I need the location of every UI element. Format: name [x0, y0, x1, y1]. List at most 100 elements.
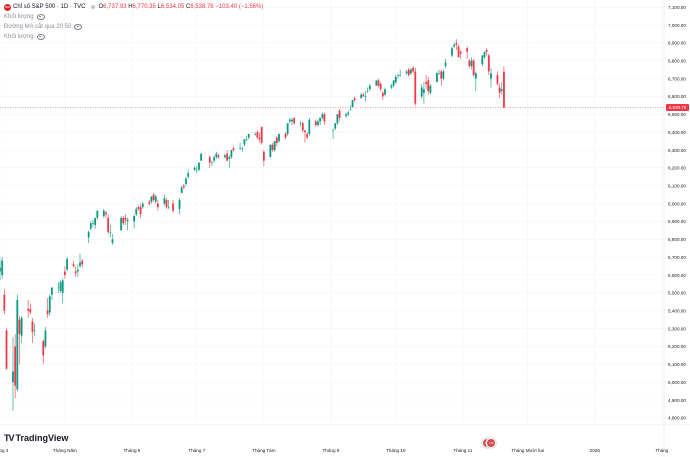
candle-body [457, 46, 460, 58]
candle-body [319, 117, 322, 122]
candle-body [226, 153, 229, 161]
sp500-logo-icon: 500 [4, 3, 11, 11]
candle-body [185, 178, 187, 184]
candle-body [254, 133, 257, 135]
y-tick-label: 6,600.00 [668, 94, 686, 99]
candle-body [215, 153, 218, 158]
candle-body [260, 126, 263, 143]
us-flag-event-icon[interactable]: US [486, 438, 497, 448]
candle-body [490, 73, 492, 79]
candle-body [366, 91, 369, 92]
market-status-icon [91, 5, 96, 9]
y-tick-label: 7,100.00 [668, 5, 686, 10]
y-tick-label: 6,100.00 [668, 184, 686, 189]
candle-body [245, 139, 248, 140]
candle-body [74, 271, 77, 274]
candle-body [496, 75, 499, 84]
candle-body [405, 71, 408, 74]
candle-body [284, 133, 287, 138]
candle-body [390, 85, 393, 88]
candle-body [154, 196, 157, 202]
candle-body [466, 48, 469, 52]
candle-body [107, 217, 110, 233]
candle-body [258, 137, 261, 140]
candle-body [291, 119, 293, 122]
candle-body [399, 75, 402, 76]
candle-body [498, 87, 501, 93]
candle-body [200, 153, 203, 161]
candle-body [141, 203, 144, 208]
candle-body [198, 162, 200, 170]
tradingview-logo[interactable]: TV TradingView [4, 433, 68, 443]
candle-body [76, 269, 79, 272]
candle-body [420, 87, 423, 97]
candle-body [148, 201, 151, 204]
candle-body [1, 260, 4, 275]
x-tick-label: Tháng 4 [0, 448, 9, 453]
indicator-volume-2[interactable]: Khối lượng [4, 32, 263, 42]
candle-body [20, 317, 23, 336]
candle-body [228, 157, 231, 159]
candle-body [224, 155, 226, 158]
candle-body [139, 207, 142, 215]
candle-body [353, 98, 356, 100]
candle-body [33, 330, 36, 331]
candle-body [323, 114, 326, 122]
candle-body [332, 130, 334, 131]
candle-body [51, 287, 53, 295]
candle-body [230, 150, 233, 158]
low-value: 6,534.05 [160, 4, 185, 10]
candle-body [500, 89, 503, 92]
candle-body [394, 76, 397, 83]
y-tick-label: 6,000.00 [668, 201, 686, 206]
candle-body [317, 121, 319, 125]
candle-body [444, 62, 447, 67]
candle-body [423, 89, 425, 93]
indicator-ma-cross[interactable]: Đường MA cắt qua 20 50 [4, 22, 263, 32]
candle-body [152, 194, 155, 200]
candle-body [172, 203, 174, 211]
tradingview-wordmark: TradingView [15, 433, 69, 443]
candle-body [301, 123, 304, 131]
visibility-eye-icon[interactable] [74, 24, 83, 30]
candle-body [273, 141, 276, 150]
candle-body [18, 319, 21, 334]
visibility-eye-icon[interactable] [36, 14, 45, 20]
candle-body [66, 258, 68, 270]
candle-body [336, 114, 339, 124]
candle-body [105, 212, 107, 215]
legend-symbol-row[interactable]: 500 Chỉ số S&P 500 · 1D · TVC O6,737.93 … [4, 2, 263, 12]
candle-body [429, 85, 432, 93]
candle-body [349, 108, 352, 110]
candle-body [360, 94, 363, 99]
candle-body [16, 300, 19, 390]
candle-body [156, 203, 159, 208]
candle-body [262, 151, 265, 161]
y-tick-label: 6,500.00 [668, 112, 686, 117]
candle-body [347, 112, 350, 115]
candle-body [48, 296, 51, 313]
candle-body [453, 44, 456, 47]
x-tick-label: Tháng Tám [252, 448, 276, 453]
x-tick-label: Tháng 9 [322, 448, 339, 453]
candle-body [165, 200, 168, 208]
candle-body [133, 216, 135, 222]
candle-body [5, 330, 8, 369]
symbol-title[interactable]: Chỉ số S&P 500 · 1D · TVC [13, 4, 86, 10]
y-tick-label: 7,000.00 [668, 23, 686, 28]
y-tick-label: 6,300.00 [668, 148, 686, 153]
candle-body [384, 89, 386, 95]
visibility-eye-icon[interactable] [36, 34, 45, 40]
candle-body [247, 133, 250, 138]
last-price-tag: 6,538.76 [666, 103, 689, 111]
candle-body [278, 133, 280, 142]
candle-body [472, 60, 475, 75]
candle-body [364, 96, 367, 98]
candle-body [111, 239, 114, 243]
candle-body [61, 280, 64, 293]
indicator-volume[interactable]: Khối lượng [4, 12, 263, 22]
candle-body [455, 42, 458, 45]
candle-body [304, 130, 306, 133]
candle-body [314, 121, 317, 125]
